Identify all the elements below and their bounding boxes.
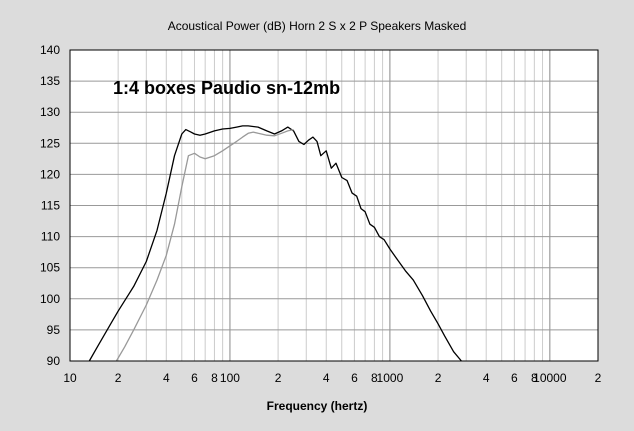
x-tick-label: 10 <box>63 371 77 385</box>
x-tick-label: 1000 <box>377 371 404 385</box>
y-tick-label: 110 <box>41 230 60 244</box>
grid <box>70 50 598 361</box>
x-tick-label: 2 <box>275 371 282 385</box>
x-tick-label: 2 <box>115 371 122 385</box>
series-line-1 <box>88 125 462 362</box>
y-tick-label: 120 <box>40 167 60 181</box>
x-tick-label: 10000 <box>533 371 567 385</box>
y-tick-label: 90 <box>47 354 61 368</box>
y-tick-label: 140 <box>40 43 60 57</box>
series-line-2 <box>115 128 294 362</box>
x-tick-label: 8 <box>211 371 218 385</box>
x-tick-label: 100 <box>220 371 240 385</box>
y-tick-label: 95 <box>47 323 61 337</box>
x-tick-label: 4 <box>163 371 170 385</box>
chart-annotation: 1:4 boxes Paudio sn-12mb <box>113 78 340 98</box>
chart-title: Acoustical Power (dB) Horn 2 S x 2 P Spe… <box>168 19 467 33</box>
plot-border <box>69 49 599 362</box>
x-tick-label: 8 <box>371 371 378 385</box>
x-tick-label: 8 <box>531 371 538 385</box>
x-axis-label: Frequency (hertz) <box>267 399 368 413</box>
y-tick-label: 100 <box>40 292 60 306</box>
y-tick-label: 105 <box>40 261 60 275</box>
x-tick-label: 2 <box>595 371 602 385</box>
x-tick-label: 6 <box>511 371 518 385</box>
x-tick-label: 2 <box>435 371 442 385</box>
x-tick-label: 4 <box>323 371 330 385</box>
series-group <box>88 125 462 362</box>
x-tick-label: 6 <box>191 371 198 385</box>
y-tick-label: 130 <box>40 105 60 119</box>
y-tick-label: 135 <box>40 74 60 88</box>
y-tick-label: 115 <box>41 199 60 213</box>
y-tick-label: 125 <box>40 136 60 150</box>
x-tick-label: 6 <box>351 371 358 385</box>
x-tick-label: 4 <box>483 371 490 385</box>
y-tick-labels: 90 95 100 105 110 115 120 125 130 135 140 <box>40 43 60 368</box>
